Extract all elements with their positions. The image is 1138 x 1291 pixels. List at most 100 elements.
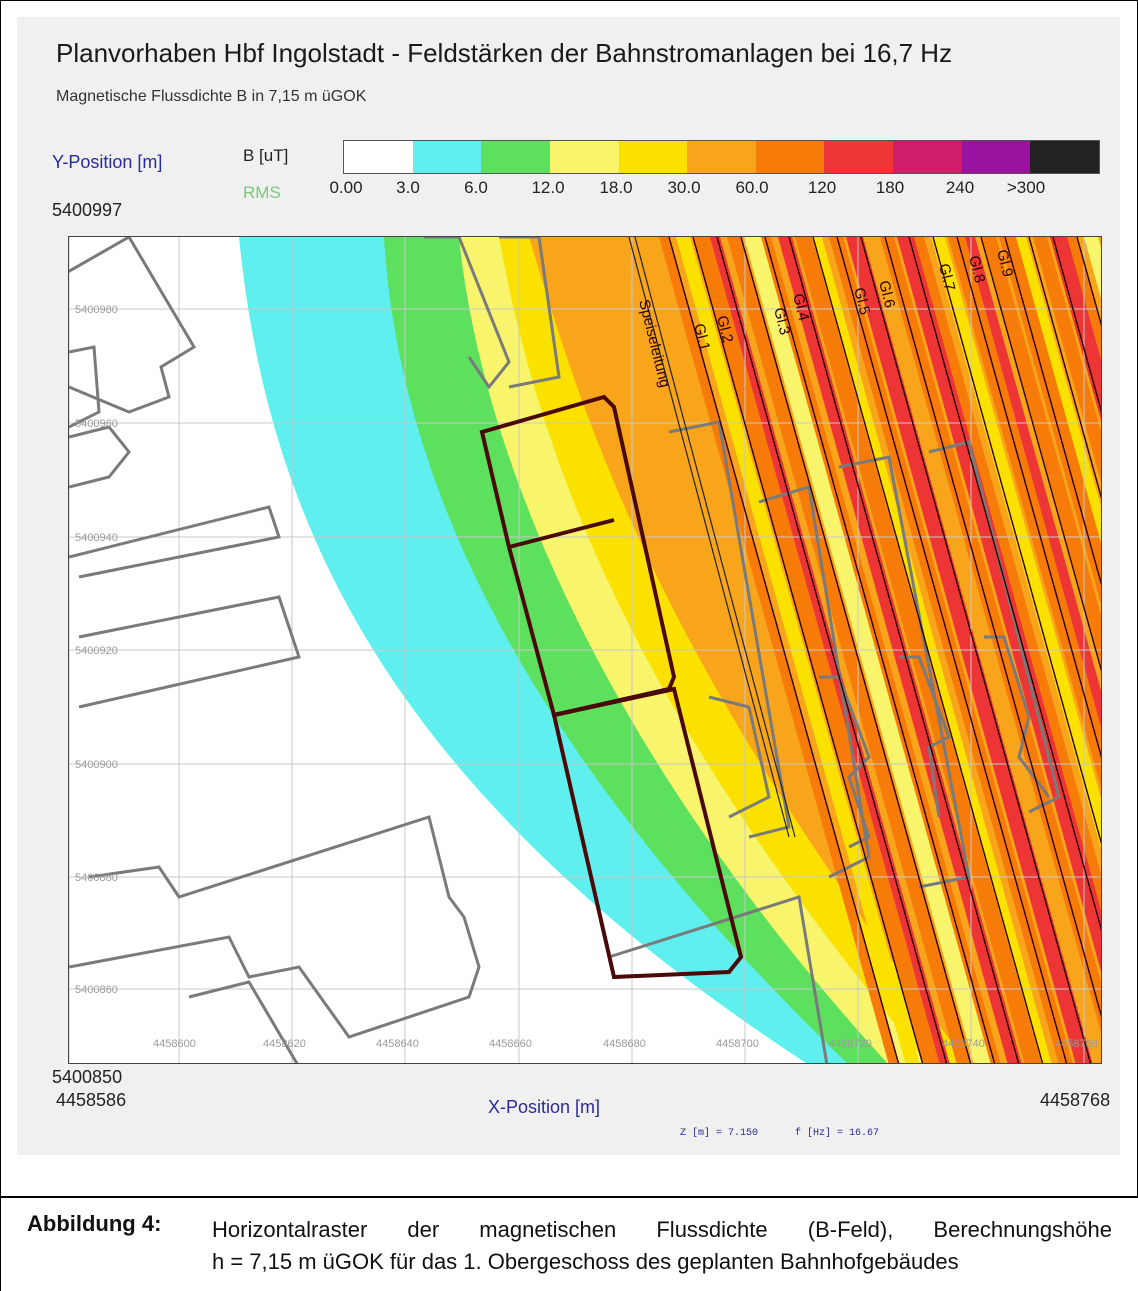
building-outline [608,895,829,1063]
track-line [932,237,1101,845]
y-grid-label: 5400960 [75,418,118,430]
color-scale-swatch [481,141,550,173]
color-scale-tick: 60.0 [735,178,769,197]
color-scale-swatch [1030,141,1100,173]
track-label: Gl.2 [713,314,736,345]
building-outline [188,980,299,1063]
planned-building-section-south [551,686,744,980]
track-line [1052,237,1101,413]
building-outline [819,675,871,849]
track-line [716,237,948,1063]
track-line [812,237,1044,1063]
track-line [668,237,900,1063]
building-outline [758,485,871,879]
height-param: Z [m] = 7.150 [680,1128,759,1139]
building-outline [78,595,301,709]
x-grid-label: 4458640 [376,1038,419,1050]
y-grid-label: 5400980 [75,304,118,316]
track-line [1004,237,1101,586]
x-grid-label: 4458760 [1055,1038,1098,1050]
track-line [980,237,1101,672]
frequency-param: f [Hz] = 16.67 [795,1128,880,1139]
color-scale-swatch [412,141,482,173]
track-line [764,237,996,1063]
color-scale-tick: 0.00 [329,178,363,197]
track-label: Gl.5 [850,286,873,317]
building-outline [708,695,771,819]
building-outline [69,815,481,1039]
feeder-line-b [634,237,796,838]
color-scale-ticks: 0.00 3.0 6.0 12.0 18.0 30.0 60.0 120 180 240 >300 [316,178,1116,202]
field-map: 5400980 5400960 5400940 5400920 5400900 54008… [68,236,1102,1064]
figure-subtitle: Magnetische Flussdichte B in 7,15 m üGOK [56,88,367,105]
color-scale-swatch [961,141,1031,173]
x-grid-label: 4458740 [942,1038,985,1050]
color-scale-tick: 120 [807,178,837,197]
y-grid-label: 5400860 [75,984,118,996]
color-scale [343,140,1100,174]
caption-border [0,1196,1,1291]
y-max-label: 5400997 [52,200,123,220]
color-scale-tick: 18.0 [599,178,633,197]
color-scale-tick: 30.0 [667,178,701,197]
track-line [692,237,924,1063]
field-stripe [1016,237,1101,543]
building-outline [69,425,131,489]
planned-building-section-north [479,394,677,718]
figure-title: Planvorhaben Hbf Ingolstadt - Feldstärke… [56,38,953,68]
planned-building-divider [508,518,615,549]
caption-line-1: Horizontalraster der magnetischen Flussd… [212,1217,1112,1242]
y-grid-label: 5400920 [75,645,118,657]
caption-divider [0,1196,1138,1197]
color-scale-swatch [824,141,894,173]
x-grid-label: 4458660 [489,1038,532,1050]
feeder-line [628,237,796,838]
field-map-svg: 5400980 5400960 5400940 5400920 5400900 54008… [69,237,1101,1063]
color-scale-tick: 12.0 [531,178,565,197]
track-label: Gl.8 [965,254,988,285]
color-scale-swatch [893,141,962,173]
track-line [908,237,1101,931]
x-max-label: 4458768 [1040,1090,1111,1110]
track-line [836,237,1068,1063]
color-scale-swatch [687,141,756,173]
track-label: Gl.1 [690,322,713,353]
track-label: Gl.3 [770,306,793,337]
field-stripe [897,237,1101,972]
color-scale-tick: >300 [1006,178,1046,197]
building-outline [499,237,561,389]
track-line [1028,237,1101,499]
y-min-label: 5400850 [52,1067,123,1087]
building-outlines [69,237,1061,1063]
track-line [788,237,1020,1063]
legend-rms-label: RMS [243,183,281,202]
building-outline [69,505,281,579]
track-label: Gl.9 [993,248,1016,279]
feeder-line-a [628,237,790,838]
track-label: Gl.7 [935,262,958,293]
caption-label: Abbildung 4: [27,1211,162,1236]
field-stripe [1050,237,1101,421]
color-scale-tick: 180 [875,178,905,197]
building-outline [69,237,197,414]
x-min-label: 4458586 [56,1090,127,1110]
track-lines [668,237,1101,1063]
field-stripe [982,237,1101,666]
building-outline [424,237,511,390]
color-scale-swatch [344,141,413,173]
planned-station-building [479,394,744,980]
building-outline [984,635,1051,798]
color-scale-swatch [755,141,825,173]
x-grid-label: 4458720 [829,1038,872,1050]
field-stripe [1084,237,1101,299]
color-scale-tick: 6.0 [464,178,488,197]
building-outline [69,345,101,429]
field-stripe [965,237,1101,727]
grid-labels: 5400980 5400960 5400940 5400920 5400900 54008… [75,304,1098,1050]
y-grid-label: 5400940 [75,532,118,544]
color-scale-tick: 3.0 [396,178,420,197]
building-outline [899,655,951,818]
building-outline [928,440,1061,814]
x-axis-label: X-Position [m] [488,1097,601,1117]
field-stripe [880,237,1101,1033]
